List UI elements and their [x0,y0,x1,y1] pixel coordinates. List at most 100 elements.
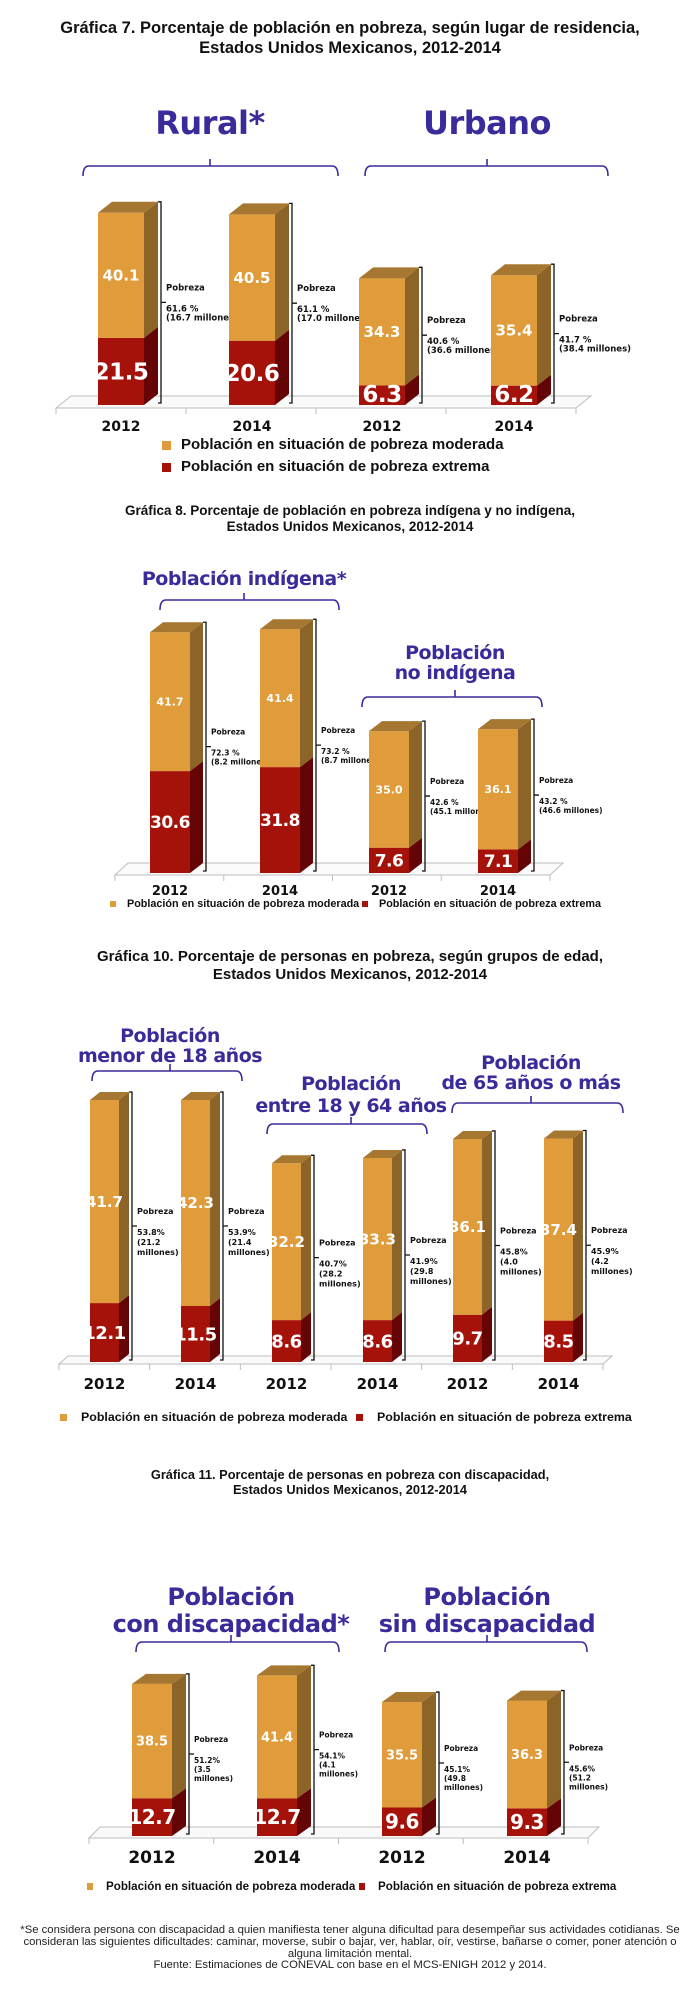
poverty-note: (8.2 millones) [211,758,269,767]
poverty-note: (21.4 [228,1238,252,1247]
poverty-label: Pobreza [591,1226,628,1235]
poverty-note: 40.7% [319,1260,347,1269]
value-label-moderate: 35.0 [375,783,402,796]
value-label-moderate: 37.4 [540,1221,577,1239]
legend-label-extreme: Población en situación de pobreza extrem… [378,1880,617,1893]
value-label-extreme: 12.7 [128,1805,175,1829]
bar-segment-moderate [544,1138,573,1321]
bar-segment-moderate [359,278,405,386]
chart7-title-line2: Estados Unidos Mexicanos, 2012-2014 [199,38,501,57]
legend-swatch-moderate [87,1883,93,1891]
legend-swatch-extreme [359,1883,365,1891]
bar-segment-moderate [478,729,518,850]
poverty-label: Pobreza [194,1735,228,1744]
poverty-note: (4.2 [591,1257,609,1266]
bar-segment-extreme [507,1808,547,1836]
poverty-label: Pobreza [539,776,573,785]
value-label-extreme: 6.2 [494,382,533,408]
bar-side-moderate [119,1091,129,1304]
poverty-bracket [402,1149,410,1361]
value-label-extreme: 21.5 [94,360,149,386]
poverty-note: (49.8 [444,1774,466,1783]
bar-side-moderate [144,201,158,338]
legend-label-extreme: Población en situación de pobreza extrem… [379,898,601,910]
chart3-group-bracket [384,1635,588,1653]
x-tick-label: 2014 [262,884,298,899]
chart8-legend-extreme: Población en situación de pobreza extrem… [362,898,601,910]
value-label-extreme: 6.3 [362,382,401,408]
poverty-bracket [561,1689,569,1835]
bar-top [382,1692,436,1703]
bar-top [257,1665,311,1676]
poverty-bracket [129,1091,137,1361]
bar-side-moderate [275,203,289,341]
chart1-floor [113,862,565,876]
poverty-bracket [311,1154,319,1361]
bar-side-moderate [409,721,422,848]
bar-segment-extreme [257,1798,297,1836]
poverty-note: millones) [319,1770,358,1779]
bar-segment-moderate [453,1138,482,1315]
bar-top [491,264,551,276]
bar-segment-moderate [150,632,190,772]
bar-side-moderate [301,1155,311,1321]
bar-segment-extreme [369,847,409,873]
poverty-label: Pobreza [410,1236,447,1245]
bar-side-moderate [537,264,551,386]
bar-side-extreme [190,761,203,873]
poverty-note: 53.9% [228,1228,256,1237]
x-tick-label: 2012 [266,1375,308,1393]
poverty-note: (46.6 millones) [539,806,603,815]
value-label-extreme: 30.6 [150,813,190,833]
legend-swatch-extreme [162,462,171,472]
poverty-note: millones) [591,1267,633,1276]
chart10-title-line2: Estados Unidos Mexicanos, 2012-2014 [212,966,488,983]
chart11-legend-moderate: Población en situación de pobreza modera… [87,1880,355,1893]
value-label-extreme: 20.6 [225,361,280,387]
x-tick-label: 2012 [378,1848,425,1868]
chart11-title-line1: Gráfica 11. Porcentaje de personas en po… [150,1467,550,1482]
bar-side-extreme [422,1797,436,1836]
poverty-note: (3.5 [194,1765,211,1774]
chart1-group-heading: no indígena [395,662,516,684]
bar-side-moderate [190,622,203,772]
poverty-label: Pobreza [500,1226,537,1235]
poverty-note: millones) [444,1783,483,1792]
footnote-source: Fuente: Estimaciones de CONEVAL con base… [153,1959,547,1972]
bar-segment-moderate [181,1099,210,1306]
poverty-label: Pobreza [430,777,464,786]
poverty-bracket [220,1091,228,1361]
legend-swatch-moderate [162,440,171,450]
bar-top [478,719,531,730]
poverty-label: Pobreza [166,283,205,293]
bar-side-moderate [422,1692,436,1808]
poverty-label: Pobreza [228,1207,265,1216]
value-label-moderate: 33.3 [359,1230,396,1248]
value-label-extreme: 7.6 [375,851,404,871]
poverty-label: Pobreza [319,1731,353,1740]
legend-label-moderate: Población en situación de pobreza modera… [127,898,360,910]
bar-side-moderate [547,1690,561,1809]
legend-label-extreme: Población en situación de pobreza extrem… [181,458,490,475]
x-tick-label: 2012 [128,1848,175,1868]
poverty-note: (28.2 [319,1270,342,1279]
bar-segment-moderate [229,214,275,341]
chart11-title: Gráfica 11. Porcentaje de personas en po… [0,1467,700,1498]
value-label-extreme: 11.5 [174,1324,216,1345]
chart8-legend-moderate: Población en situación de pobreza modera… [110,898,359,910]
poverty-note: (4.0 [500,1257,518,1266]
chart2-group-heading: entre 18 y 64 años [255,1095,446,1117]
bar-segment-extreme [98,337,144,405]
value-label-extreme: 8.5 [543,1332,573,1353]
chart3-group-bracket [135,1635,340,1653]
footnote: *Se considera persona con discapacidad a… [15,1924,685,1972]
poverty-label: Pobreza [297,284,336,294]
poverty-note: millones) [137,1248,179,1257]
chart2-group-heading: Población [301,1073,401,1095]
bar-segment-moderate [132,1683,172,1799]
value-label-moderate: 40.1 [102,267,139,285]
chart7-title-line1: Gráfica 7. Porcentaje de población en po… [60,19,640,37]
bar-segment-extreme [453,1314,482,1362]
bar-side-extreme [210,1297,220,1362]
poverty-note: 45.9% [591,1247,619,1256]
